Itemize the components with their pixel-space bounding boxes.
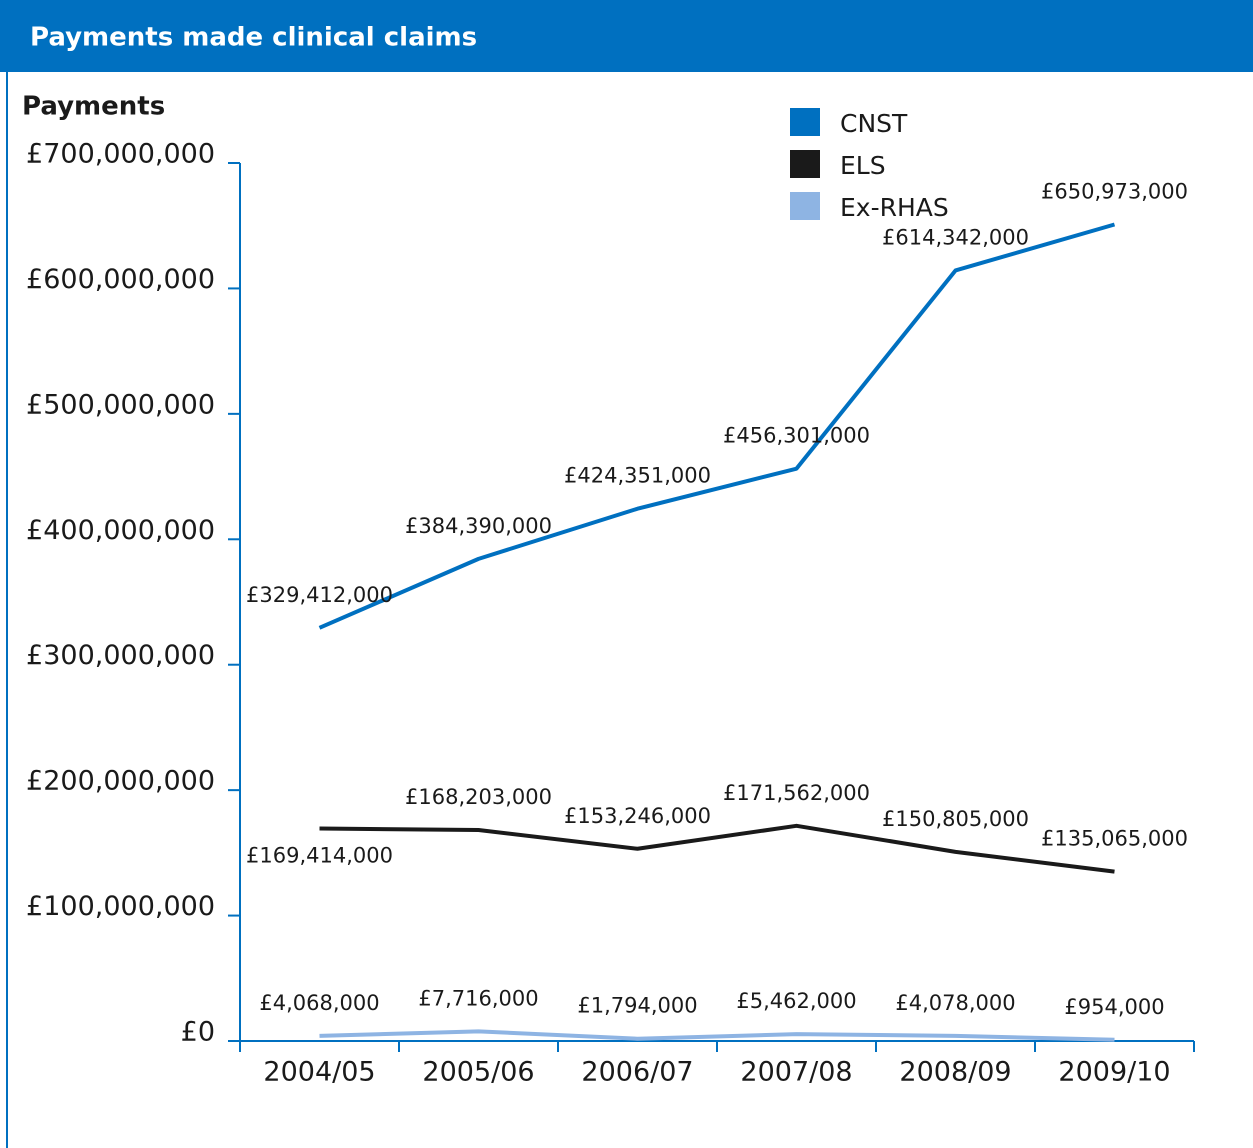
data-label: £153,246,000 — [564, 804, 711, 828]
data-label: £7,716,000 — [418, 986, 538, 1010]
data-label: £1,794,000 — [577, 994, 697, 1018]
legend-label: ELS — [840, 151, 886, 180]
data-label: £4,078,000 — [895, 991, 1015, 1015]
data-label: £169,414,000 — [246, 844, 393, 868]
y-tick-label: £600,000,000 — [26, 264, 215, 295]
x-tick-label: 2008/09 — [899, 1057, 1011, 1088]
legend-label: Ex-RHAS — [840, 193, 949, 222]
x-tick-label: 2005/06 — [422, 1057, 534, 1088]
series-line — [318, 222, 1116, 630]
y-tick-label: £500,000,000 — [26, 389, 215, 420]
header-bar — [0, 0, 1253, 72]
y-tick-label: £700,000,000 — [26, 139, 215, 170]
data-label: £424,351,000 — [564, 464, 711, 488]
legend-swatch — [790, 192, 820, 220]
legend-swatch — [790, 150, 820, 178]
y-tick-label: £400,000,000 — [26, 515, 215, 546]
data-label: £171,562,000 — [723, 781, 870, 805]
series-line — [319, 1029, 1115, 1042]
x-tick-label: 2004/05 — [263, 1057, 375, 1088]
data-label: £456,301,000 — [723, 424, 870, 448]
data-label: £150,805,000 — [882, 807, 1029, 831]
y-tick-label: £0 — [181, 1017, 215, 1048]
data-label: £135,065,000 — [1041, 827, 1188, 851]
chart-title: Payments made clinical claims — [30, 23, 477, 53]
x-tick-label: 2007/08 — [740, 1057, 852, 1088]
data-label: £5,462,000 — [736, 989, 856, 1013]
data-label: £614,342,000 — [882, 225, 1029, 249]
data-label: £168,203,000 — [405, 785, 552, 809]
data-label: £650,973,000 — [1041, 179, 1188, 203]
y-tick-label: £200,000,000 — [26, 766, 215, 797]
legend-swatch — [790, 108, 820, 136]
y-tick-label: £100,000,000 — [26, 891, 215, 922]
data-label: £329,412,000 — [246, 583, 393, 607]
x-tick-label: 2009/10 — [1058, 1057, 1170, 1088]
data-label: £4,068,000 — [259, 991, 379, 1015]
x-tick-label: 2006/07 — [581, 1057, 693, 1088]
series-line — [319, 823, 1115, 874]
y-tick-label: £300,000,000 — [26, 640, 215, 671]
y-axis-title: Payments — [22, 92, 165, 122]
data-label: £954,000 — [1064, 995, 1164, 1019]
legend-label: CNST — [840, 109, 908, 138]
data-label: £384,390,000 — [405, 514, 552, 538]
